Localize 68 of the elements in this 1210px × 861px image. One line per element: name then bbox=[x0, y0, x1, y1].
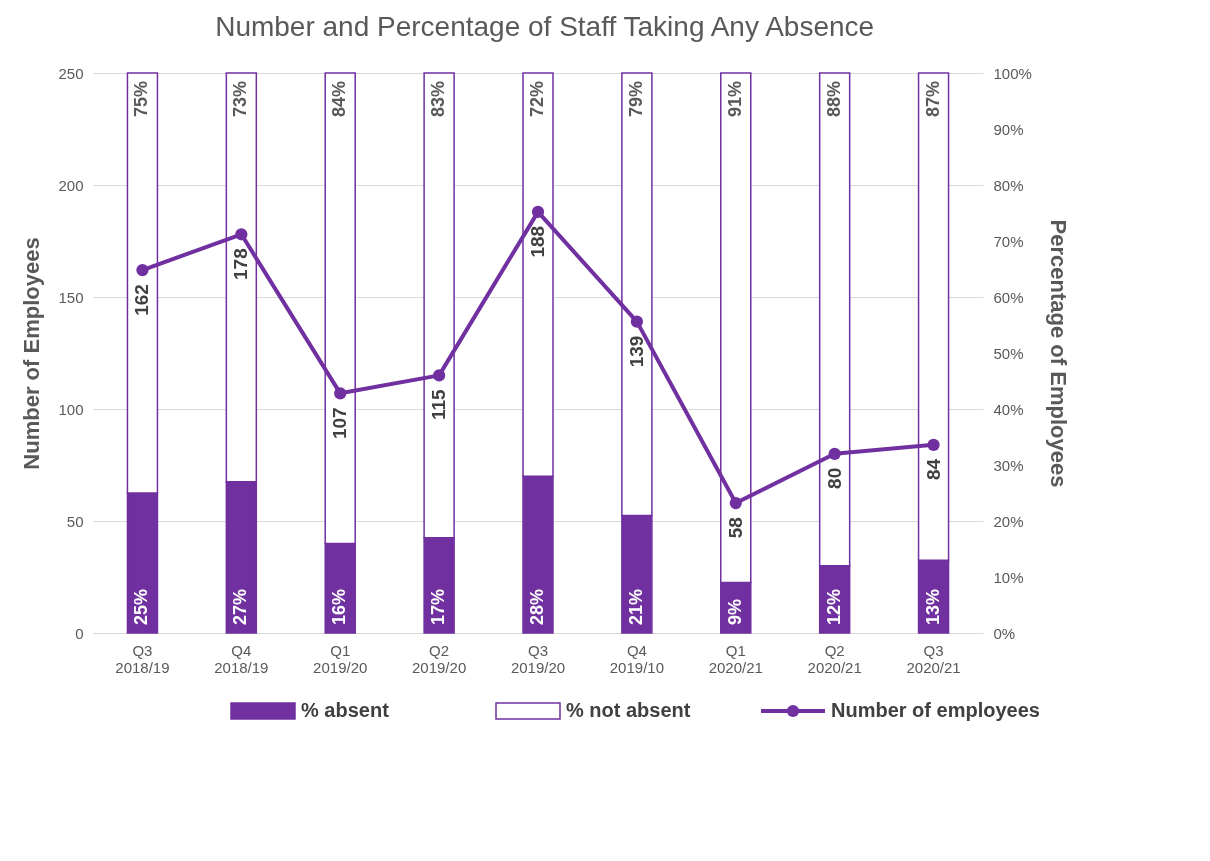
data-label: 115 bbox=[428, 388, 450, 421]
y-tick-label: 250 bbox=[58, 64, 84, 82]
x-tick-label: Q3 2018/19 bbox=[115, 641, 170, 676]
data-label: 75% bbox=[131, 81, 152, 118]
data-label: 72% bbox=[527, 81, 547, 118]
x-tick-label: Q4 2019/10 bbox=[609, 641, 665, 676]
data-label: 84% bbox=[329, 81, 350, 118]
y-tick-label: 200 bbox=[58, 176, 84, 194]
data-label: 13% bbox=[922, 588, 943, 625]
data-label: 188 bbox=[527, 225, 548, 258]
data-label: 84 bbox=[922, 458, 944, 480]
point bbox=[432, 369, 446, 382]
data-label: 178 bbox=[230, 248, 252, 280]
x-tick-label: Q4 2018/19 bbox=[214, 641, 269, 676]
point bbox=[136, 264, 149, 277]
data-label: 88% bbox=[823, 81, 844, 118]
y2-tick-label: 0% bbox=[993, 624, 1016, 642]
legend-label: Number of employees bbox=[831, 699, 1040, 721]
y2-tick-label: 70% bbox=[993, 232, 1024, 250]
x-tick-label: Q2 2019/20 bbox=[411, 641, 467, 676]
point bbox=[235, 228, 248, 241]
y2-tick-label: 60% bbox=[993, 288, 1024, 306]
x-tick-label: Q1 2020/21 bbox=[708, 641, 763, 676]
data-label: 17% bbox=[428, 588, 449, 625]
y2-tick-label: 50% bbox=[993, 344, 1024, 362]
data-label: 83% bbox=[428, 81, 449, 118]
y-axis-title: Number of Employees bbox=[19, 237, 45, 470]
data-label: 9% bbox=[724, 598, 745, 625]
y2-tick-label: 90% bbox=[993, 120, 1024, 138]
data-label: 80 bbox=[823, 467, 845, 489]
data-label: 27% bbox=[230, 588, 251, 625]
x-tick-label: Q3 2019/20 bbox=[510, 641, 566, 676]
point bbox=[729, 496, 742, 510]
y-tick-label: 0 bbox=[75, 624, 84, 642]
data-label: 58 bbox=[724, 517, 746, 539]
data-label: 25% bbox=[131, 588, 152, 625]
y-tick-label: 150 bbox=[58, 288, 84, 306]
y2-tick-label: 20% bbox=[993, 512, 1024, 530]
legend-label: % not absent bbox=[566, 699, 691, 721]
data-label: 162 bbox=[131, 284, 153, 316]
point bbox=[531, 205, 545, 218]
point bbox=[630, 315, 644, 328]
point bbox=[927, 438, 940, 451]
data-label: 91% bbox=[724, 81, 745, 118]
x-tick-label: Q3 2020/21 bbox=[906, 641, 961, 676]
y2-tick-label: 40% bbox=[993, 400, 1024, 418]
data-label: 28% bbox=[527, 588, 547, 625]
y2-tick-label: 10% bbox=[993, 568, 1024, 586]
y-tick-label: 50 bbox=[66, 512, 84, 530]
y-tick-label: 100 bbox=[58, 400, 84, 418]
chart-title: Number and Percentage of Staff Taking Any Absence bbox=[215, 11, 875, 42]
point bbox=[828, 447, 841, 460]
y2-axis-title: Percentage of Employees bbox=[1045, 219, 1071, 488]
data-label: 21% bbox=[625, 588, 646, 625]
data-label: 139 bbox=[625, 335, 647, 368]
legend-label: % absent bbox=[301, 699, 390, 721]
data-label: 79% bbox=[625, 81, 646, 118]
y2-tick-label: 100% bbox=[993, 64, 1032, 82]
y2-tick-label: 80% bbox=[993, 176, 1024, 194]
data-label: 107 bbox=[329, 407, 351, 440]
x-tick-label: Q1 2019/20 bbox=[313, 641, 368, 676]
y2-tick-label: 30% bbox=[993, 456, 1024, 474]
data-label: 73% bbox=[230, 81, 251, 118]
point bbox=[334, 387, 347, 400]
x-tick-label: Q2 2020/21 bbox=[807, 641, 862, 676]
data-label: 16% bbox=[329, 588, 350, 625]
data-label: 12% bbox=[823, 588, 844, 625]
data-label: 87% bbox=[922, 81, 943, 118]
